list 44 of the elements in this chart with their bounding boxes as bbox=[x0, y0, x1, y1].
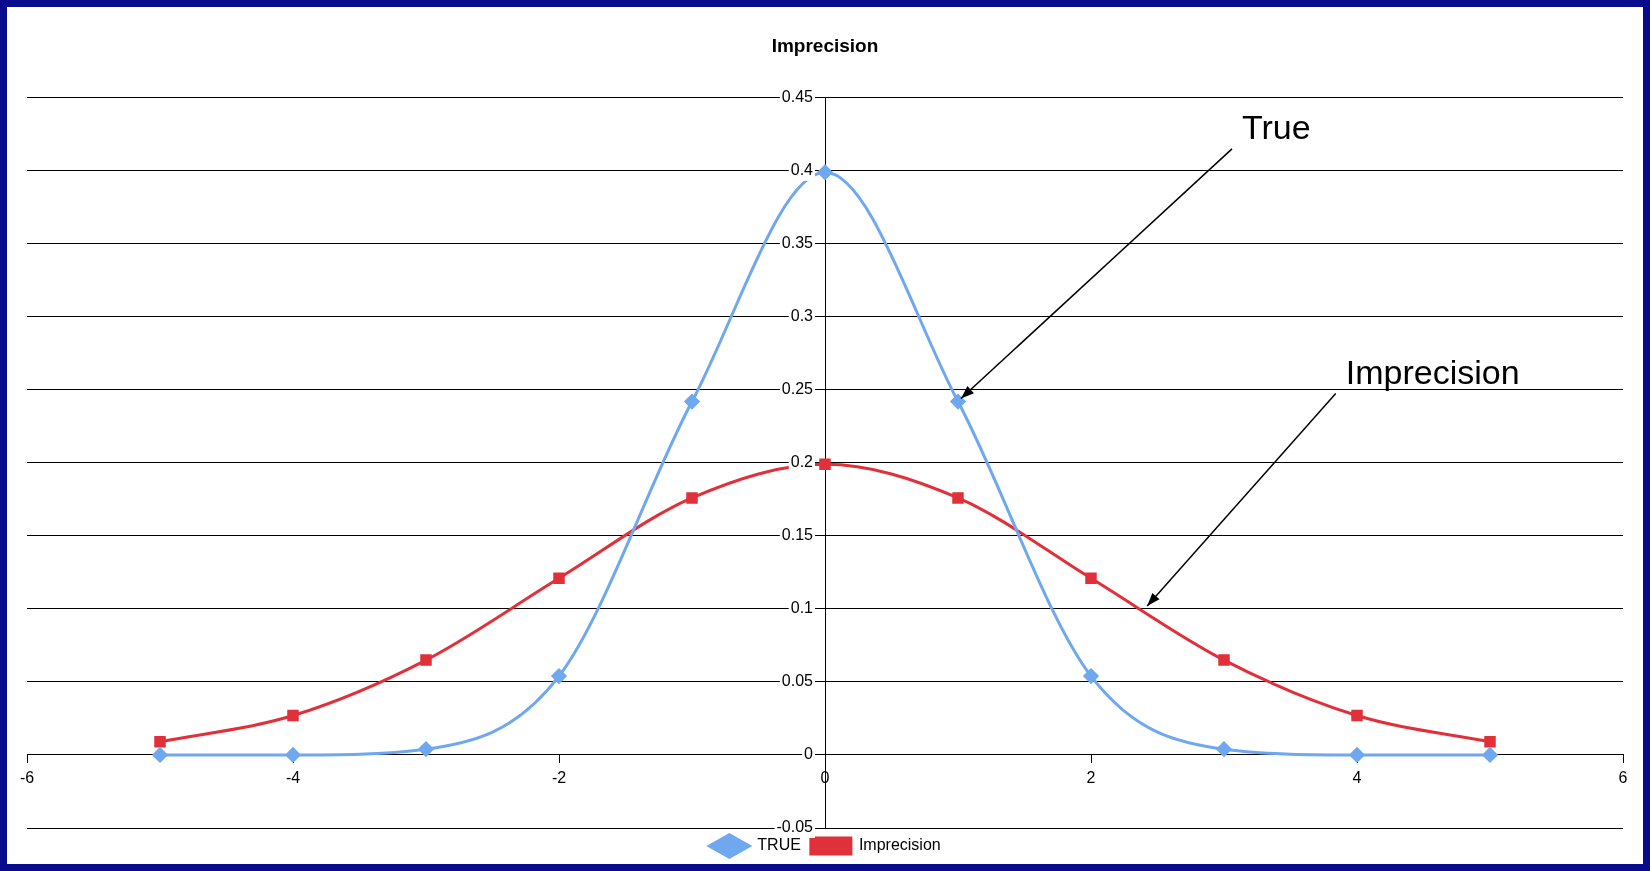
chart-title: Imprecision bbox=[771, 34, 879, 56]
point bbox=[1085, 572, 1097, 585]
point bbox=[1083, 668, 1099, 684]
point bbox=[1351, 709, 1363, 722]
x-tick-label: -4 bbox=[285, 768, 301, 786]
point bbox=[1218, 654, 1230, 666]
point bbox=[420, 654, 432, 666]
point bbox=[1482, 747, 1498, 763]
point bbox=[686, 492, 698, 504]
x-tick-label: -2 bbox=[551, 768, 567, 786]
point bbox=[553, 572, 565, 585]
y-tick-label: 0 bbox=[804, 745, 814, 763]
x-tick-label: 2 bbox=[1086, 768, 1096, 786]
y-tick-label: 0.45 bbox=[781, 88, 814, 106]
point bbox=[817, 164, 833, 180]
point bbox=[950, 394, 966, 410]
point bbox=[551, 668, 567, 684]
point bbox=[152, 747, 168, 763]
point bbox=[285, 747, 301, 763]
point bbox=[952, 492, 964, 504]
y-tick-label: -0.05 bbox=[776, 818, 814, 836]
point bbox=[287, 709, 299, 722]
y-tick-label: 0.35 bbox=[781, 234, 814, 252]
x-tick-label: -6 bbox=[19, 768, 35, 786]
point bbox=[684, 394, 700, 410]
annotation: Imprecision bbox=[1345, 352, 1520, 391]
y-tick-label: 0.2 bbox=[790, 453, 814, 471]
point bbox=[154, 736, 166, 748]
y-tick-label: 0.3 bbox=[790, 307, 814, 325]
point bbox=[418, 741, 434, 757]
y-tick-label: 0.4 bbox=[790, 161, 814, 179]
point bbox=[1216, 741, 1232, 757]
annotation: True bbox=[1241, 108, 1311, 147]
point bbox=[819, 458, 831, 471]
point bbox=[1484, 736, 1496, 748]
x-tick-label: 6 bbox=[1618, 768, 1628, 786]
legend-label: TRUE bbox=[757, 836, 801, 854]
y-tick-label: 0.1 bbox=[790, 599, 814, 617]
legend-label: Imprecision bbox=[858, 836, 941, 854]
x-tick-label: 4 bbox=[1352, 768, 1362, 786]
y-tick-label: 0.15 bbox=[781, 526, 814, 544]
y-tick-label: 0.25 bbox=[781, 380, 814, 398]
y-tick-label: 0.05 bbox=[781, 672, 814, 690]
point bbox=[1349, 747, 1365, 763]
